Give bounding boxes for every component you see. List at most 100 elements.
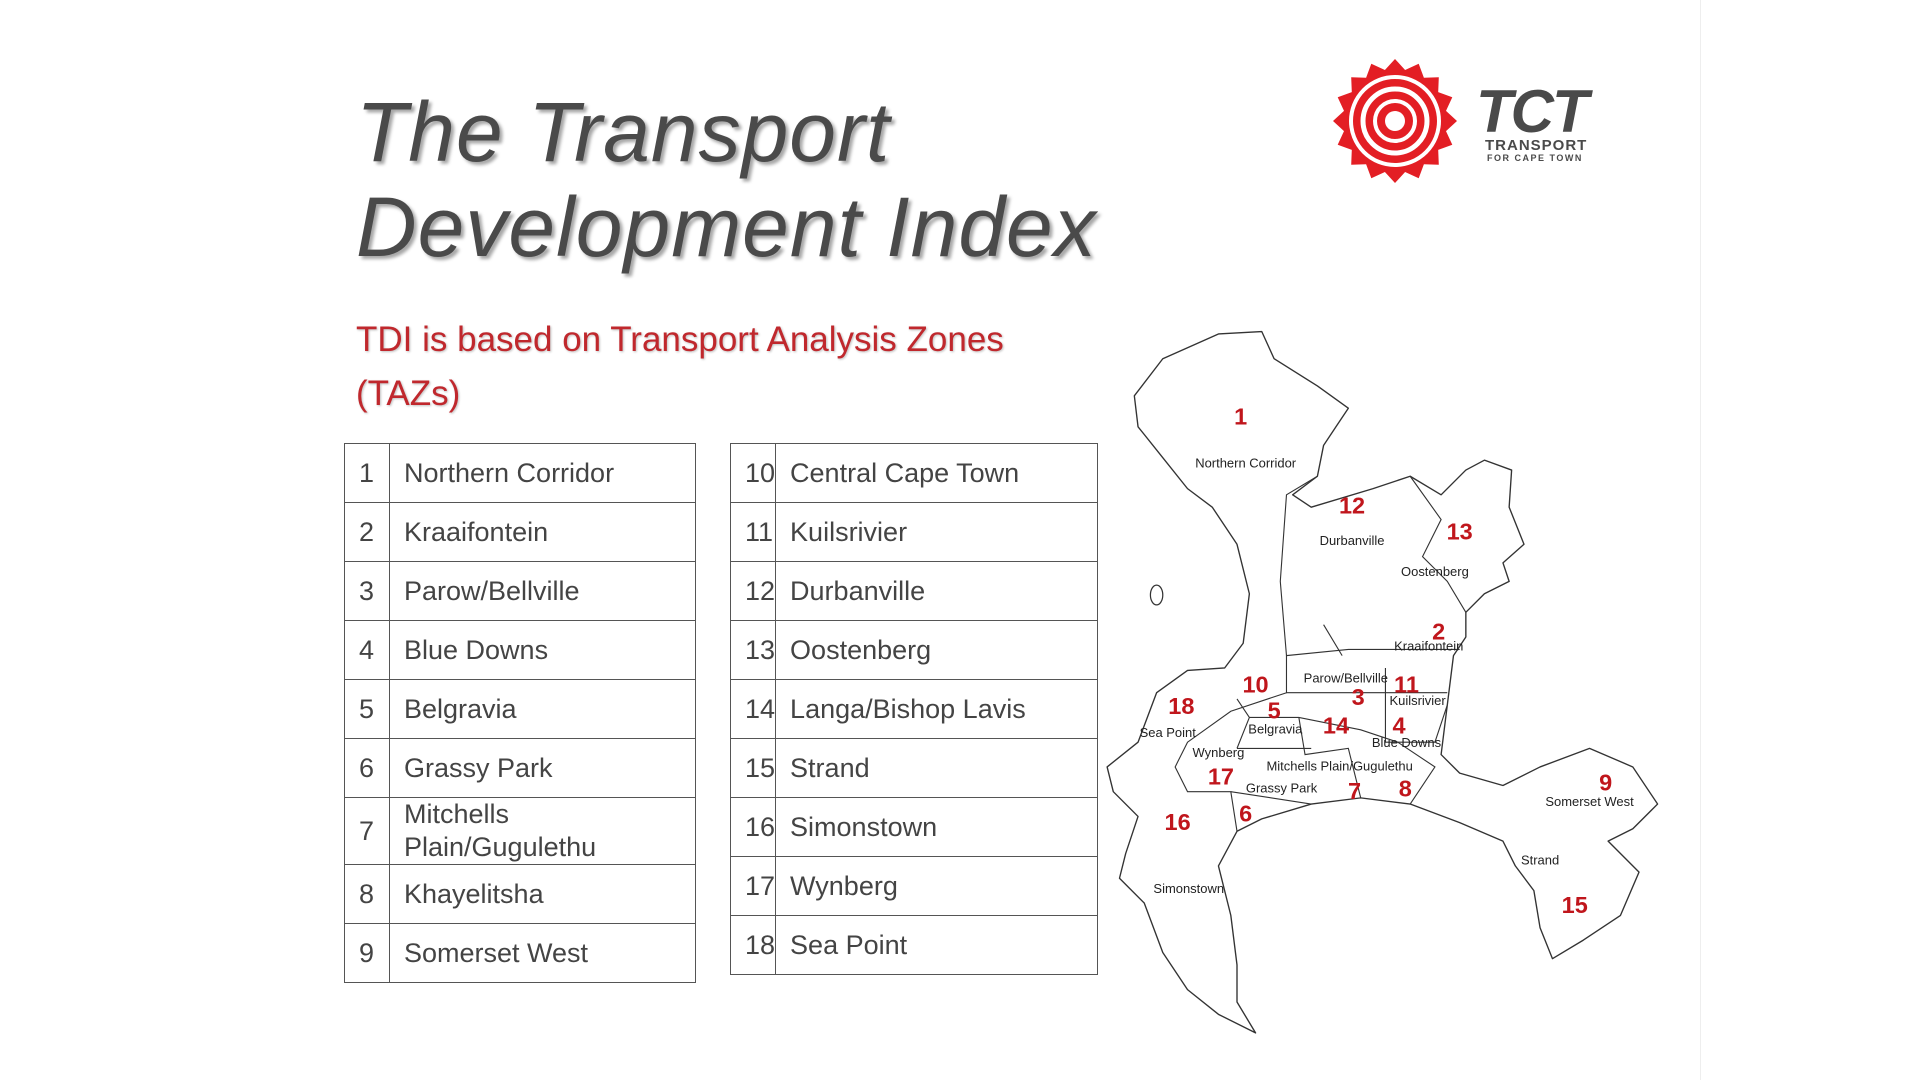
- zone-number-label: 5: [1268, 698, 1281, 724]
- zone-number-label: 14: [1323, 713, 1349, 739]
- zone-number: 10: [729, 443, 777, 503]
- zone-number: 2: [344, 502, 390, 562]
- place-name: Grassy Park: [1246, 781, 1318, 796]
- zone-number-label: 13: [1447, 518, 1473, 544]
- zone-name: Khayelitsha: [389, 864, 696, 924]
- zone-number-label: 17: [1208, 763, 1234, 789]
- zone-name: Grassy Park: [389, 738, 696, 798]
- table-row: 2 Kraaifontein: [344, 502, 696, 562]
- place-name: Sea Point: [1140, 725, 1197, 740]
- logo-name: TCT: [1476, 78, 1593, 145]
- place-name: Simonstown: [1153, 881, 1224, 896]
- zone-number-label: 7: [1348, 778, 1361, 804]
- zone-number: 11: [729, 502, 777, 562]
- place-name: Mitchells Plain/Gugulethu: [1266, 758, 1412, 773]
- table-row: 1 Northern Corridor: [344, 443, 696, 503]
- table-row: 10 Central Cape Town: [729, 443, 1098, 503]
- map: 1 12 13 2 10 3 11 18 5 14 4 17 7 8 6 16 9 15 Northern Corr…: [1106, 330, 1659, 1034]
- zone-number-label: 1: [1234, 403, 1247, 429]
- place-name: Durbanville: [1320, 533, 1385, 548]
- zone-number-label: 6: [1239, 800, 1252, 826]
- zone-name: Somerset West: [389, 923, 696, 983]
- zone-number-label: 9: [1599, 769, 1612, 795]
- table-row: 3 Parow/Bellville: [344, 561, 696, 621]
- zone-name: Kuilsrivier: [775, 502, 1098, 562]
- table-row: 16 Simonstown: [729, 797, 1098, 857]
- zone-name: Sea Point: [775, 915, 1098, 975]
- zone-number: 9: [344, 923, 390, 983]
- place-name: Northern Corridor: [1195, 455, 1297, 470]
- logo-tagline: TRANSPORT: [1485, 137, 1587, 154]
- zone-boundaries: [1174, 475, 1467, 832]
- zone-name: Kraaifontein: [389, 502, 696, 562]
- zone-name: Belgravia: [389, 679, 696, 739]
- place-name: Strand: [1521, 852, 1559, 867]
- zone-number: 18: [729, 915, 777, 975]
- zone-name: Blue Downs: [389, 620, 696, 680]
- table-row: 8 Khayelitsha: [344, 864, 696, 924]
- title: Development Index: [356, 180, 1097, 274]
- zone-name: Parow/Bellville: [389, 561, 696, 621]
- table-row: 12 Durbanville: [729, 561, 1098, 621]
- zone-name: Northern Corridor: [389, 443, 696, 503]
- zone-name: Wynberg: [775, 856, 1098, 916]
- subtitle: TDI is based on Transport Analysis Zones: [356, 320, 1004, 359]
- place-name: Kuilsrivier: [1389, 693, 1446, 708]
- zone-name: Durbanville: [775, 561, 1098, 621]
- zone-name: Oostenberg: [775, 620, 1098, 680]
- zone-number-label: 18: [1168, 693, 1194, 719]
- zone-number-label: 3: [1352, 684, 1365, 710]
- zone-number-label: 4: [1393, 713, 1406, 739]
- place-name: Kraaifontein: [1394, 638, 1463, 653]
- place-name: Parow/Bellville: [1304, 671, 1388, 686]
- place-name: Blue Downs: [1372, 735, 1442, 750]
- table-row: 7 Mitchells Plain/Gugulethu: [344, 797, 696, 865]
- map-outline: [1106, 330, 1659, 1034]
- zone-number-label: 8: [1399, 776, 1412, 802]
- subtitle: (TAZs): [356, 374, 461, 413]
- logo-tagline: FOR CAPE TOWN: [1487, 153, 1583, 163]
- zone-number: 5: [344, 679, 390, 739]
- slide-edge: [1700, 0, 1701, 1080]
- zone-table: 10 Central Cape Town 11 Kuilsrivier 12 Durban…: [729, 443, 1098, 975]
- zone-name: Langa/Bishop Lavis: [775, 679, 1098, 739]
- place-name: Belgravia: [1248, 721, 1303, 736]
- zone-name: Strand: [775, 738, 1098, 798]
- zone-number: 15: [729, 738, 777, 798]
- island: [1149, 584, 1164, 606]
- zone-number-label: 16: [1165, 809, 1191, 835]
- zone-name: Central Cape Town: [775, 443, 1098, 503]
- table-row: 6 Grassy Park: [344, 738, 696, 798]
- table-row: 5 Belgravia: [344, 679, 696, 739]
- zone-number: 17: [729, 856, 777, 916]
- table-row: 14 Langa/Bishop Lavis: [729, 679, 1098, 739]
- zone-number: 13: [729, 620, 777, 680]
- zone-number-label: 2: [1432, 619, 1445, 645]
- zone-number: 8: [344, 864, 390, 924]
- table-row: 18 Sea Point: [729, 915, 1098, 975]
- zone-number: 16: [729, 797, 777, 857]
- zone-number-label: 15: [1562, 892, 1588, 918]
- zone-number: 7: [344, 797, 390, 865]
- zone-name: Simonstown: [775, 797, 1098, 857]
- zone-number: 14: [729, 679, 777, 739]
- logo-mark: [1333, 59, 1457, 183]
- title: The Transport: [356, 85, 891, 179]
- table-row: 9 Somerset West: [344, 923, 696, 983]
- zone-number-label: 12: [1339, 492, 1365, 518]
- table-row: 4 Blue Downs: [344, 620, 696, 680]
- place-name: Somerset West: [1545, 794, 1634, 809]
- zone-number: 1: [344, 443, 390, 503]
- table-row: 13 Oostenberg: [729, 620, 1098, 680]
- zone-table: 1 Northern Corridor 2 Kraaifontein 3 Parow/Be…: [344, 443, 696, 983]
- zone-number: 12: [729, 561, 777, 621]
- zone-number: 6: [344, 738, 390, 798]
- table-row: 15 Strand: [729, 738, 1098, 798]
- zone-name: Mitchells Plain/Gugulethu: [389, 797, 696, 865]
- place-name: Oostenberg: [1401, 564, 1469, 579]
- zone-number: 3: [344, 561, 390, 621]
- logo: TCT TRANSPORT FOR CAPE TOWN: [1333, 59, 1595, 183]
- zone-number-label: 10: [1242, 672, 1268, 698]
- zone-number-label: 11: [1394, 672, 1419, 698]
